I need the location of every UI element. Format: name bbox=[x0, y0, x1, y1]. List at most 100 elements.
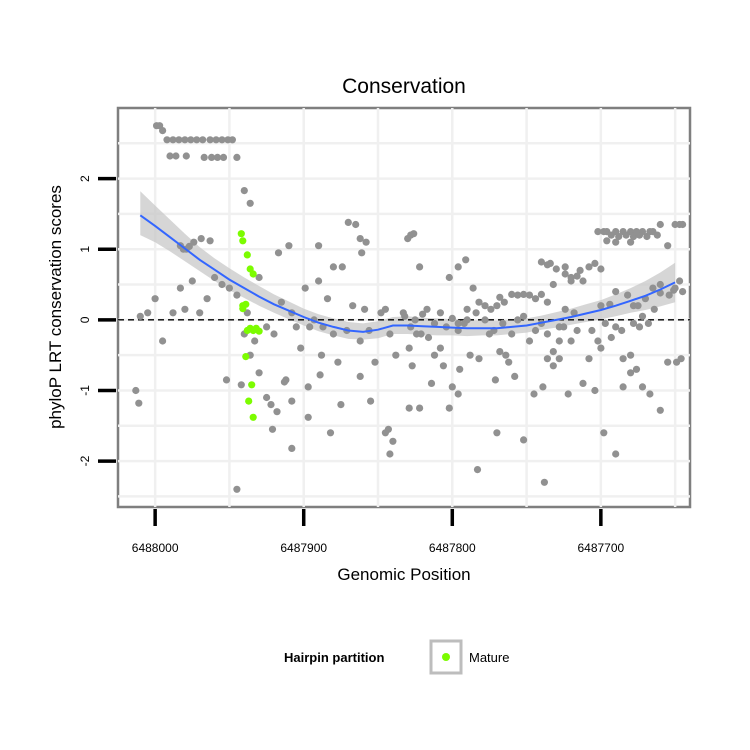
data-point bbox=[181, 305, 189, 313]
data-point bbox=[561, 305, 569, 313]
data-point bbox=[405, 344, 413, 352]
data-point bbox=[579, 277, 587, 285]
mature-point bbox=[249, 270, 257, 278]
legend-key-mature-dot bbox=[442, 653, 450, 661]
mature-point bbox=[239, 305, 247, 313]
data-point bbox=[635, 323, 644, 331]
data-point bbox=[419, 310, 427, 318]
data-point bbox=[502, 351, 510, 359]
data-point bbox=[407, 323, 415, 331]
data-point bbox=[270, 330, 278, 338]
data-point bbox=[600, 429, 608, 437]
data-point bbox=[381, 305, 389, 313]
data-point bbox=[386, 450, 394, 458]
data-point bbox=[543, 330, 552, 338]
data-point bbox=[475, 355, 483, 363]
data-point bbox=[491, 376, 499, 384]
data-point bbox=[514, 316, 522, 324]
data-point bbox=[487, 305, 495, 313]
data-point bbox=[326, 429, 335, 437]
data-point bbox=[561, 270, 569, 278]
plot-panel bbox=[116, 106, 692, 509]
data-point bbox=[514, 291, 522, 299]
data-point bbox=[612, 450, 620, 458]
data-point bbox=[263, 393, 271, 402]
data-point bbox=[481, 302, 489, 310]
data-point bbox=[612, 288, 620, 296]
data-point bbox=[135, 399, 143, 407]
data-point bbox=[315, 277, 323, 285]
data-point bbox=[576, 266, 584, 274]
data-point bbox=[543, 261, 552, 269]
data-point bbox=[567, 337, 575, 345]
data-point bbox=[673, 358, 681, 366]
data-point bbox=[304, 413, 312, 421]
data-point bbox=[644, 319, 653, 327]
data-point bbox=[413, 330, 421, 338]
data-point bbox=[638, 383, 647, 391]
data-point bbox=[136, 312, 144, 320]
mature-point bbox=[249, 413, 257, 421]
data-point bbox=[463, 305, 471, 313]
data-point bbox=[206, 237, 214, 245]
data-point bbox=[656, 220, 664, 229]
data-point bbox=[288, 444, 296, 452]
data-point bbox=[132, 386, 140, 395]
data-point bbox=[240, 187, 248, 195]
x-tick-label: 6488000 bbox=[132, 541, 179, 555]
data-point bbox=[671, 284, 679, 292]
data-point bbox=[627, 369, 635, 377]
data-point bbox=[424, 333, 433, 342]
data-point bbox=[525, 291, 534, 299]
data-point bbox=[445, 273, 453, 282]
data-point bbox=[664, 242, 672, 250]
data-point bbox=[172, 152, 180, 160]
legend-title: Hairpin partition bbox=[284, 650, 384, 665]
data-point bbox=[362, 238, 370, 246]
data-point bbox=[292, 323, 300, 331]
data-point bbox=[500, 298, 508, 306]
data-point bbox=[454, 263, 462, 271]
data-point bbox=[627, 351, 635, 359]
data-point bbox=[255, 369, 263, 377]
data-point bbox=[591, 386, 599, 395]
data-point bbox=[237, 381, 245, 389]
y-tick-label: 1 bbox=[78, 246, 92, 253]
data-point bbox=[448, 383, 456, 391]
data-point bbox=[634, 302, 642, 310]
data-point bbox=[297, 344, 305, 352]
data-point bbox=[338, 263, 346, 271]
data-point bbox=[159, 337, 167, 345]
data-point bbox=[463, 316, 471, 324]
data-point bbox=[531, 326, 540, 335]
data-point bbox=[273, 408, 281, 416]
data-point bbox=[597, 344, 605, 352]
data-point bbox=[181, 136, 189, 144]
data-point bbox=[496, 293, 504, 301]
data-point bbox=[356, 372, 364, 380]
data-point bbox=[206, 136, 214, 144]
data-point bbox=[166, 152, 174, 160]
data-point bbox=[358, 249, 366, 257]
data-point bbox=[405, 404, 413, 412]
data-point bbox=[423, 305, 431, 313]
data-point bbox=[199, 136, 207, 144]
data-point bbox=[585, 263, 593, 271]
data-point bbox=[301, 284, 309, 292]
data-point bbox=[656, 280, 664, 289]
data-point bbox=[638, 228, 647, 236]
data-point bbox=[323, 295, 332, 303]
data-point bbox=[531, 295, 540, 303]
x-tick-label: 6487800 bbox=[429, 541, 476, 555]
data-point bbox=[315, 242, 323, 250]
data-point bbox=[176, 284, 184, 292]
data-point bbox=[520, 312, 528, 320]
data-point bbox=[456, 365, 464, 373]
data-point bbox=[454, 390, 462, 398]
data-point bbox=[594, 228, 602, 236]
data-point bbox=[549, 362, 557, 370]
data-point bbox=[225, 284, 233, 292]
data-point bbox=[632, 365, 641, 373]
data-point bbox=[416, 404, 424, 412]
data-point bbox=[169, 309, 177, 317]
